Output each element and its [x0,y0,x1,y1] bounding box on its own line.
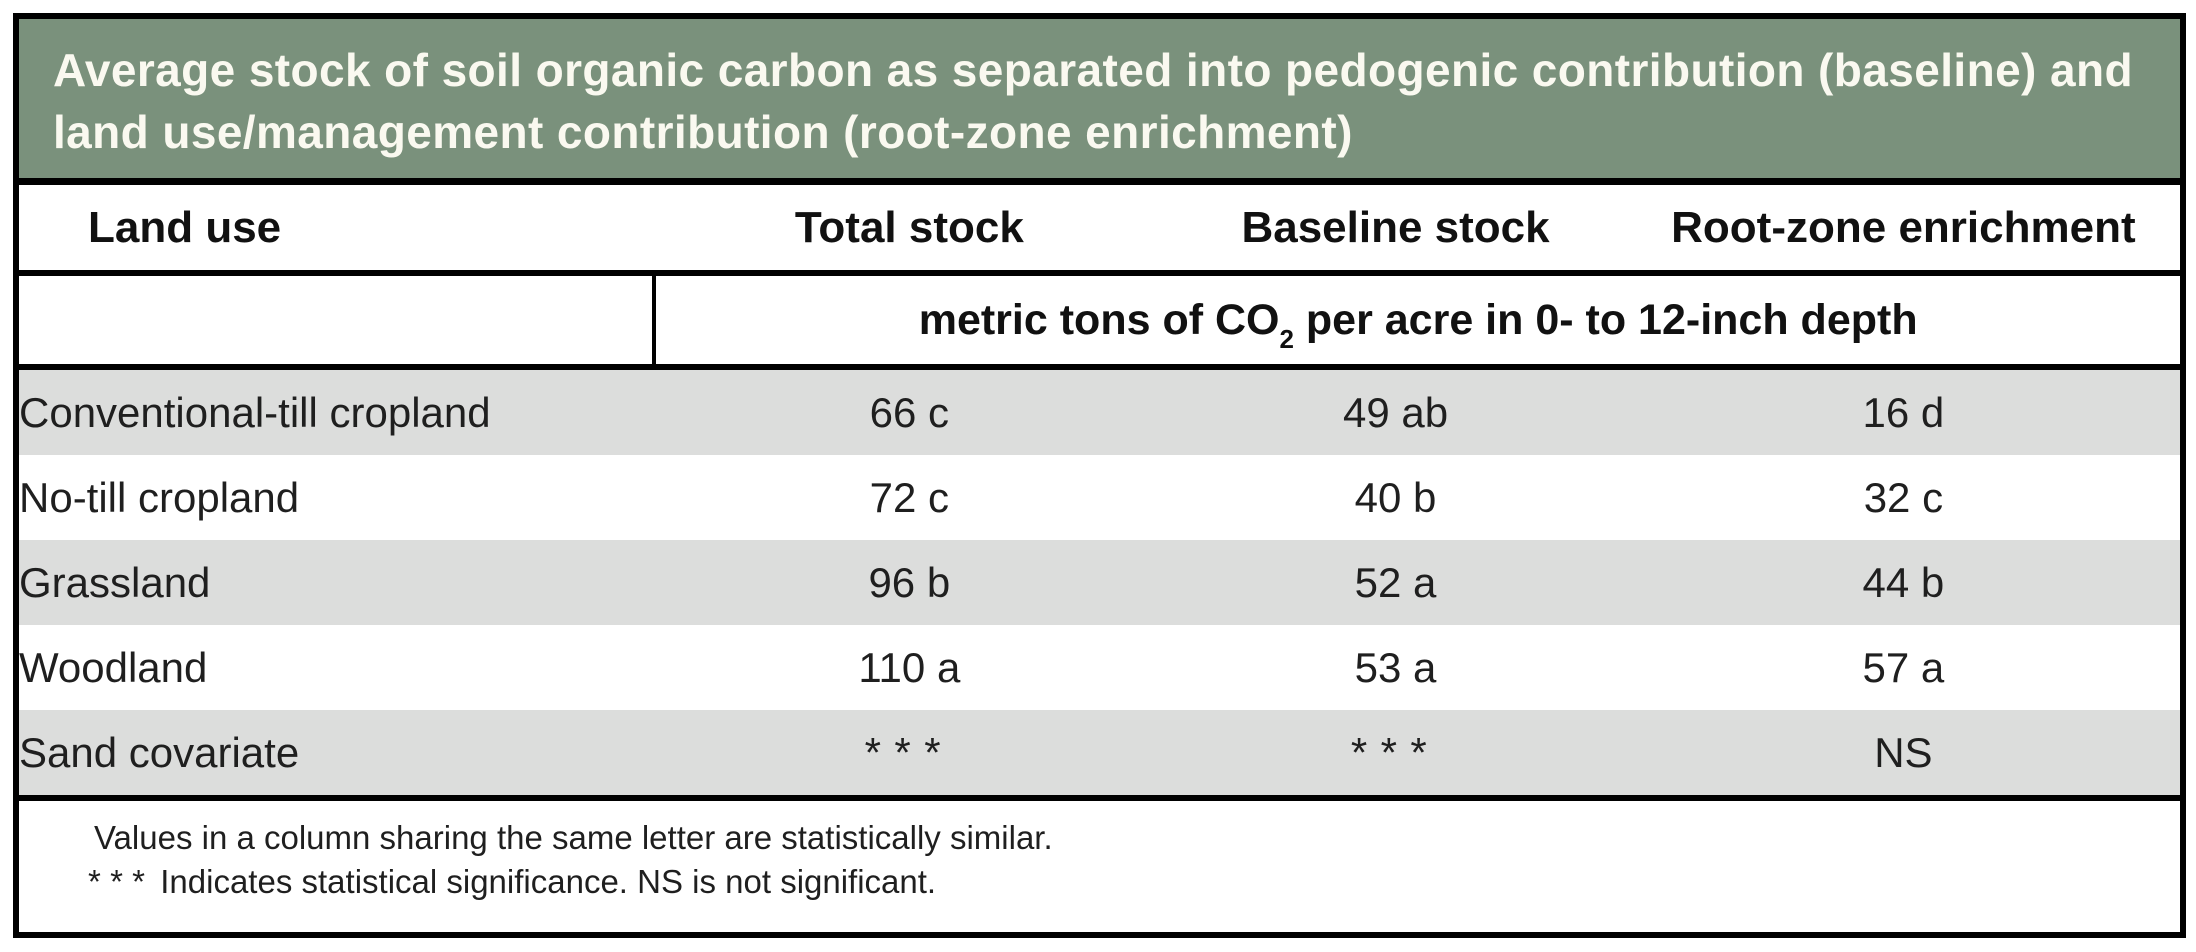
total-stock-cell: 110 a [858,643,961,691]
total-stock-cell: *** [864,728,954,776]
table-row-grassland: Grassland 96 b 52 a 44 b [19,540,2180,625]
unit-header-row: metric tons of CO2 per acre in 0- to 12-… [19,273,2180,367]
total-stock-cell: 66 c [869,388,950,436]
table-title: Average stock of soil organic carbon as … [19,19,2180,185]
column-header-land-use: Land use [88,202,282,252]
footnote-letters: Values in a column sharing the same lett… [88,816,2140,860]
baseline-stock-cell: 52 a [1354,558,1437,606]
total-stock-cell: 96 b [868,558,951,606]
root-zone-cell: 44 b [1862,558,1945,606]
unit-text-suffix: per acre in 0- to 12-inch depth [1293,295,1918,344]
soil-carbon-table: Land use Total stock Baseline stock Root… [19,185,2180,795]
unit-header: metric tons of CO2 per acre in 0- to 12-… [654,273,2180,367]
root-zone-cell: 32 c [1863,473,1944,521]
baseline-stock-cell: 53 a [1354,643,1437,691]
land-use-cell: Conventional-till cropland [19,388,491,436]
land-use-cell: Woodland [19,643,208,691]
land-use-cell: Sand covariate [19,728,300,776]
footnotes: Values in a column sharing the same lett… [19,795,2180,932]
root-zone-cell: NS [1874,728,1933,776]
total-stock-cell: 72 c [869,473,950,521]
root-zone-cell: 16 d [1862,388,1945,436]
co2-subscript: 2 [1279,323,1294,354]
table-row-woodland: Woodland 110 a 53 a 57 a [19,625,2180,710]
table-row-no-till: No-till cropland 72 c 40 b 32 c [19,455,2180,540]
table-frame: Average stock of soil organic carbon as … [13,13,2186,938]
baseline-stock-cell: 40 b [1354,473,1437,521]
column-header-root-zone-enrichment: Root-zone enrichment [1671,202,2136,252]
land-use-cell: Grassland [19,558,211,606]
unit-text-prefix: metric tons of CO [918,295,1280,344]
baseline-stock-cell: 49 ab [1342,388,1449,436]
root-zone-cell: 57 a [1862,643,1945,691]
land-use-cell: No-till cropland [19,473,300,521]
column-header-total-stock: Total stock [794,202,1024,252]
footnote-text: Indicates statistical significance. NS i… [160,863,937,900]
unit-row-spacer [19,273,657,367]
footnote-significance: *** Indicates statistical significance. N… [88,860,2140,904]
baseline-stock-cell: *** [1350,728,1441,776]
table-row-sand-covariate: Sand covariate *** *** NS [19,710,2180,795]
column-header-baseline-stock: Baseline stock [1241,202,1550,252]
footnote-text: Values in a column sharing the same lett… [94,819,1053,856]
footnote-marker-stars: *** [88,863,155,900]
table-row-conventional-till: Conventional-till cropland 66 c 49 ab 16… [19,367,2180,455]
column-header-row: Land use Total stock Baseline stock Root… [19,185,2180,273]
